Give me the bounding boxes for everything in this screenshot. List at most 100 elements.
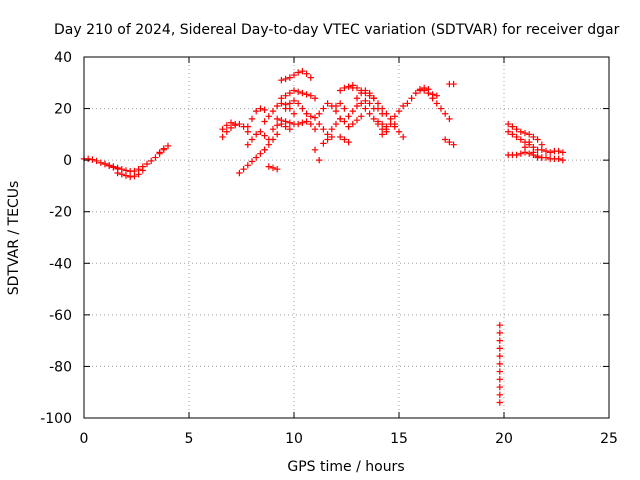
data-point	[362, 97, 369, 105]
data-point	[425, 89, 432, 97]
grid-lines	[84, 57, 609, 418]
data-point	[345, 138, 352, 146]
data-point	[437, 105, 445, 112]
data-point	[383, 126, 390, 133]
data-point	[517, 136, 524, 143]
data-point	[521, 129, 529, 137]
data-point	[337, 100, 344, 107]
data-point	[269, 107, 277, 115]
x-tick-label: 20	[495, 431, 513, 447]
x-tick-label: 15	[390, 431, 408, 447]
data-point	[358, 89, 365, 97]
data-point	[274, 115, 281, 123]
data-point	[509, 131, 516, 138]
data-point	[337, 133, 344, 141]
data-point	[290, 71, 298, 79]
data-point	[408, 95, 415, 102]
data-point	[345, 83, 352, 90]
data-point	[156, 149, 163, 156]
data-point	[89, 156, 96, 163]
data-point	[316, 110, 323, 117]
data-point	[269, 136, 277, 143]
data-point	[391, 113, 398, 120]
data-point	[290, 110, 298, 117]
data-point	[248, 115, 256, 123]
x-tick-labels: 0 5 10 15 20 25	[80, 431, 618, 447]
data-point	[299, 67, 306, 75]
data-point	[299, 89, 306, 97]
data-point	[257, 105, 264, 112]
data-point	[295, 69, 302, 76]
data-point	[257, 128, 264, 135]
data-point	[164, 142, 172, 150]
data-point	[261, 106, 268, 114]
data-point	[496, 376, 503, 383]
data-point	[286, 119, 293, 126]
data-point	[509, 123, 516, 130]
data-point	[412, 89, 419, 97]
data-point	[345, 113, 352, 120]
data-point	[282, 92, 289, 99]
y-tick-label: -80	[49, 359, 72, 375]
data-point	[311, 126, 319, 133]
data-point	[366, 110, 373, 117]
data-point	[496, 329, 503, 337]
data-point	[101, 160, 109, 168]
data-point	[496, 352, 503, 360]
data-points	[80, 67, 566, 406]
data-point	[303, 118, 310, 125]
data-point	[110, 164, 117, 171]
data-point	[278, 77, 285, 84]
data-point	[244, 162, 251, 169]
data-point	[526, 150, 533, 157]
data-point	[337, 87, 344, 94]
y-tick-label: -20	[49, 205, 72, 221]
data-point	[366, 89, 373, 97]
data-point	[353, 102, 361, 110]
data-point	[148, 157, 155, 165]
data-point	[240, 165, 247, 173]
data-point	[131, 172, 138, 180]
data-point	[261, 118, 268, 125]
data-point	[253, 154, 260, 161]
data-point	[324, 100, 331, 107]
data-point	[118, 171, 125, 178]
data-point	[370, 115, 377, 123]
data-point	[530, 149, 537, 156]
plot-frame	[83, 56, 610, 419]
data-point	[526, 138, 533, 146]
data-point	[521, 144, 529, 151]
data-point	[248, 158, 256, 165]
data-point	[358, 100, 365, 107]
data-point	[547, 149, 554, 156]
data-point	[450, 80, 457, 88]
data-point	[320, 126, 327, 133]
data-point	[160, 145, 167, 152]
data-point	[379, 120, 386, 128]
data-point	[395, 107, 403, 115]
data-point	[114, 165, 121, 173]
data-point	[286, 74, 293, 81]
data-point	[391, 123, 398, 130]
y-tick-labels: -100 -80 -60 -40 -20 0 20 40	[40, 50, 72, 427]
data-point	[328, 126, 335, 133]
data-point	[265, 113, 272, 120]
data-point	[513, 133, 520, 141]
x-tick-label: 10	[285, 431, 303, 447]
data-point	[307, 120, 314, 128]
data-point	[244, 123, 251, 130]
data-point	[332, 102, 340, 110]
data-point	[362, 87, 369, 94]
data-point	[404, 100, 411, 107]
data-point	[387, 120, 394, 128]
data-point	[345, 123, 352, 130]
axis-ticks	[83, 56, 610, 419]
data-point	[555, 155, 562, 163]
y-tick-label: -40	[49, 256, 72, 272]
data-point	[442, 136, 449, 143]
y-tick-label: -60	[49, 308, 72, 324]
data-point	[269, 164, 277, 172]
data-point	[400, 102, 407, 110]
data-point	[244, 141, 251, 148]
data-point	[496, 383, 503, 391]
